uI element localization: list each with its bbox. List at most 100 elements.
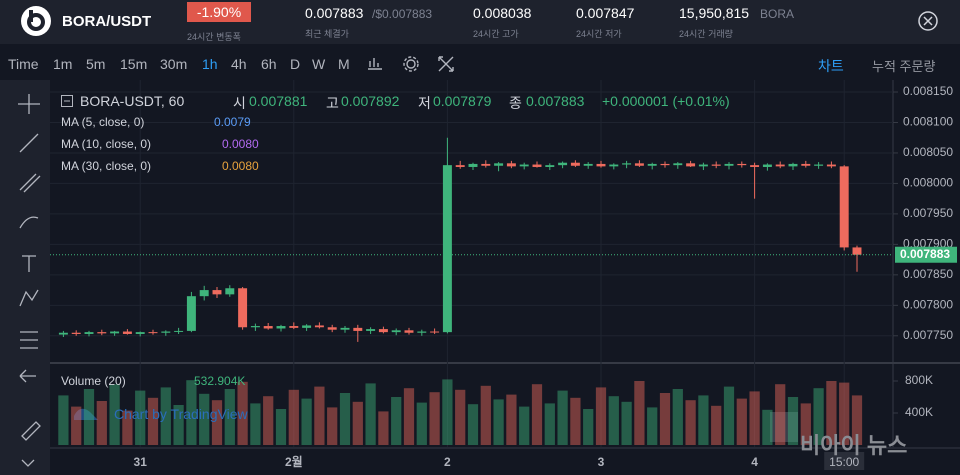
volume-bar xyxy=(237,381,248,445)
volume-bar xyxy=(186,380,197,445)
interval[interactable]: 30m xyxy=(160,56,188,72)
study-name: MA (5, close, 0) xyxy=(61,115,145,129)
volume-bar xyxy=(403,388,415,445)
study-value: 0.0079 xyxy=(214,115,251,129)
close-button[interactable] xyxy=(918,11,938,31)
candle-body xyxy=(622,163,632,165)
candle-body xyxy=(506,163,516,167)
candle-body xyxy=(468,163,478,167)
volume-bar xyxy=(608,396,619,445)
volume-bar xyxy=(659,393,671,445)
last-price: 0.007883 xyxy=(305,5,364,21)
y-tick-label: 400K xyxy=(905,405,933,419)
volume-bar xyxy=(224,389,235,445)
volume-bar xyxy=(647,407,658,445)
volume-bar xyxy=(736,398,747,445)
candles xyxy=(58,137,863,445)
interval[interactable]: W xyxy=(312,56,326,72)
toolbar-icons[interactable] xyxy=(367,55,459,73)
volume-bar xyxy=(839,382,850,445)
x-tick-label: 15:00 xyxy=(829,455,859,469)
interval[interactable]: 5m xyxy=(86,56,106,72)
candle-body xyxy=(686,163,696,167)
volume-bar xyxy=(634,381,645,445)
watermark: Chart by TradingView xyxy=(114,406,248,422)
volume-bar xyxy=(826,381,837,445)
candle-body xyxy=(327,327,337,330)
volume-bar xyxy=(775,384,786,445)
volume-bar xyxy=(455,389,466,445)
interval[interactable]: 6h xyxy=(261,56,277,72)
volume-bar xyxy=(339,393,351,445)
y-tick-label: 0.007850 xyxy=(903,267,953,281)
candle-body xyxy=(609,164,619,167)
volume-bar xyxy=(519,406,530,445)
y-tick-label: 0.007750 xyxy=(903,328,953,342)
candle-body xyxy=(814,164,824,166)
candle-body xyxy=(481,163,491,166)
volume-bar xyxy=(365,383,376,445)
interval[interactable]: 1h xyxy=(202,56,218,72)
high-value: 0.007892 xyxy=(341,93,400,109)
volume-bar xyxy=(800,403,811,445)
candle-body xyxy=(366,329,376,331)
low-label: 저 xyxy=(418,95,431,111)
candle-body xyxy=(430,331,440,333)
candle-body xyxy=(340,327,350,330)
x-tick-label: 2 xyxy=(444,455,451,469)
candle-body xyxy=(212,290,222,295)
volume-bar xyxy=(749,391,760,445)
low-value: 0.007879 xyxy=(433,93,492,109)
interval[interactable]: D xyxy=(290,56,301,72)
candle-body xyxy=(698,164,708,167)
volume-bar xyxy=(211,400,223,445)
candle-body xyxy=(826,164,836,167)
interval[interactable]: M xyxy=(338,56,350,72)
candle-body xyxy=(314,325,324,328)
candle-body xyxy=(378,329,388,333)
candle-body xyxy=(71,332,81,334)
chart-tab[interactable]: 차트 xyxy=(818,58,844,74)
candle-body xyxy=(711,164,721,166)
watermark-logo xyxy=(74,408,98,420)
candle-body xyxy=(519,164,529,167)
orders-tab[interactable]: 누적 주문량 xyxy=(872,59,936,74)
volume-bar xyxy=(698,395,709,445)
candle-body xyxy=(673,163,683,166)
volume-study-value: 532.904K xyxy=(194,374,246,388)
interval[interactable]: 1m xyxy=(53,56,73,72)
logo xyxy=(21,6,51,36)
x-tick-label: 3 xyxy=(598,455,605,469)
candle-body xyxy=(186,296,196,331)
x-tick-label: 2월 xyxy=(285,454,303,469)
candle-body xyxy=(494,163,504,166)
candle-body xyxy=(583,163,593,166)
volume-bar xyxy=(531,384,543,445)
drawing-tools[interactable] xyxy=(18,94,41,467)
news-logo: 비아이 뉴스 xyxy=(800,433,908,458)
last-price-label: 0.007883 xyxy=(900,247,950,261)
candle-body xyxy=(634,163,644,166)
volume-bar xyxy=(288,389,299,445)
last-label: 최근 체결가 xyxy=(305,29,349,39)
volume-bar xyxy=(493,399,504,445)
candle-body xyxy=(455,165,465,167)
y-tick-label: 800K xyxy=(905,373,933,387)
y-tick-label: 0.008100 xyxy=(903,115,953,129)
candle-body xyxy=(199,290,209,297)
interval[interactable]: 15m xyxy=(120,56,148,72)
collapse-icon[interactable] xyxy=(61,95,73,107)
change-value: +0.000001 (+0.01%) xyxy=(602,93,730,109)
interval[interactable]: 4h xyxy=(231,56,247,72)
candle-body xyxy=(775,164,785,167)
volume-bar xyxy=(429,392,440,445)
y-tick-label: 0.008050 xyxy=(903,145,953,159)
volume-bar xyxy=(442,379,453,445)
interval[interactable]: Time xyxy=(8,56,39,72)
candle-body xyxy=(391,330,401,333)
volume-bar xyxy=(672,389,683,445)
change: -1.90% xyxy=(187,2,251,22)
candle-body xyxy=(417,331,427,333)
volume-bar xyxy=(122,410,133,445)
